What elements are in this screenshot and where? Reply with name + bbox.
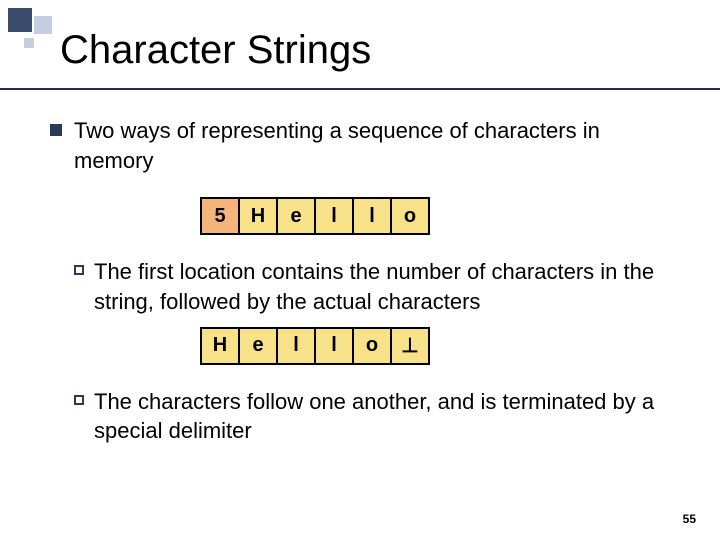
page-number: 55 [683, 512, 696, 526]
slide-content: Two ways of representing a sequence of c… [50, 116, 680, 454]
title-rule [0, 88, 720, 90]
cell-char: o [390, 197, 430, 235]
slide-title: Character Strings [60, 28, 371, 73]
cell-char: l [314, 327, 354, 365]
sub-bullet-null-terminated: The characters follow one another, and i… [74, 387, 680, 446]
cell-char: l [276, 327, 316, 365]
hollow-square-icon [74, 395, 84, 405]
bullet-square-icon [50, 124, 62, 136]
decor-square-medium [34, 16, 52, 34]
cell-char: l [314, 197, 354, 235]
desc-body: characters follow one another, and is te… [94, 389, 654, 444]
desc-body: first location contains the number of ch… [94, 259, 654, 314]
desc-prefix: The [94, 389, 132, 414]
cell-char: l [352, 197, 392, 235]
main-bullet: Two ways of representing a sequence of c… [50, 116, 680, 175]
length-prefixed-desc: The first location contains the number o… [94, 257, 680, 316]
length-prefixed-cells: 5 H e l l o [200, 197, 680, 235]
cell-char: e [238, 327, 278, 365]
cell-delimiter: ⊥ [390, 327, 430, 365]
slide: Character Strings Two ways of representi… [0, 0, 720, 540]
cell-char: H [200, 327, 240, 365]
decor-square-small [24, 38, 34, 48]
cell-char: o [352, 327, 392, 365]
cell-char: e [276, 197, 316, 235]
sub-list: The first location contains the number o… [74, 257, 680, 316]
decor-square-large [8, 8, 32, 32]
cell-count: 5 [200, 197, 240, 235]
hollow-square-icon [74, 265, 84, 275]
null-terminated-desc: The characters follow one another, and i… [94, 387, 680, 446]
main-bullet-text: Two ways of representing a sequence of c… [74, 116, 680, 175]
null-terminated-cells: H e l l o ⊥ [200, 327, 680, 365]
cell-char: H [238, 197, 278, 235]
desc-prefix: The [94, 259, 132, 284]
sub-bullet-length-prefixed: The first location contains the number o… [74, 257, 680, 316]
sub-list: The characters follow one another, and i… [74, 387, 680, 446]
